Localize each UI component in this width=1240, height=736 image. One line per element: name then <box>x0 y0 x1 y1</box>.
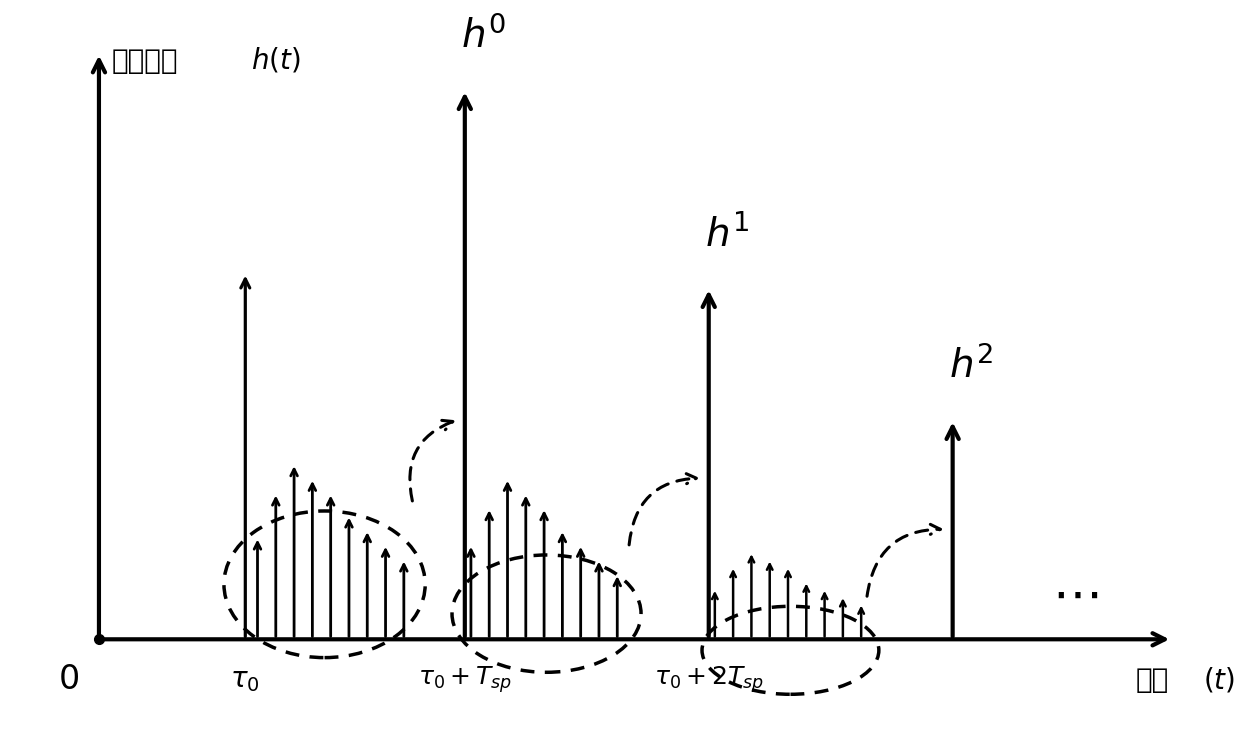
Text: $\cdots$: $\cdots$ <box>1052 571 1097 619</box>
Text: $\tau_0$: $\tau_0$ <box>231 665 260 693</box>
Text: 时间: 时间 <box>1136 665 1169 693</box>
Text: $h^1$: $h^1$ <box>704 216 749 255</box>
Text: $h^0$: $h^0$ <box>460 17 506 57</box>
Text: $h(t)$: $h(t)$ <box>252 46 301 75</box>
Text: 冲激响应: 冲激响应 <box>112 46 177 75</box>
Text: $h^2$: $h^2$ <box>949 347 993 386</box>
Text: $\tau_0+T_{sp}$: $\tau_0+T_{sp}$ <box>418 665 512 695</box>
Text: $(t)$: $(t)$ <box>1203 665 1235 694</box>
Text: $0$: $0$ <box>58 663 79 696</box>
Text: $\tau_0+2T_{sp}$: $\tau_0+2T_{sp}$ <box>653 665 764 695</box>
